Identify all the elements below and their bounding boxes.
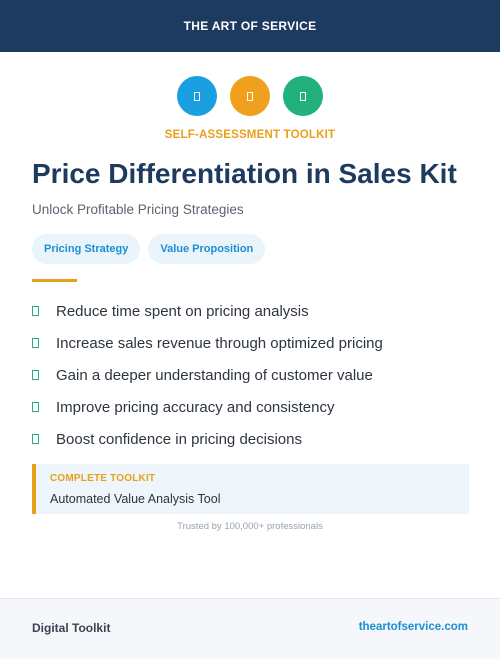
tag-value-proposition: Value Proposition — [148, 234, 266, 264]
document-glyph — [247, 91, 253, 101]
header-bar: THE ART OF SERVICE — [0, 0, 500, 52]
document-icon — [283, 76, 323, 116]
brand-title: THE ART OF SERVICE — [183, 19, 317, 33]
toolkit-label: COMPLETE TOOLKIT — [50, 473, 156, 484]
benefit-text: Boost confidence in pricing decisions — [56, 430, 302, 448]
check-icon — [32, 370, 39, 380]
benefit-text: Reduce time spent on pricing analysis — [56, 302, 309, 320]
check-icon — [32, 434, 39, 444]
toolkit-kicker: SELF-ASSESSMENT TOOLKIT — [164, 129, 336, 141]
footer-label: Digital Toolkit — [32, 621, 111, 635]
benefit-text: Increase sales revenue through optimized… — [56, 334, 383, 352]
trust-statement: Trusted by 100,000+ professionals — [177, 521, 323, 532]
page-subtitle: Unlock Profitable Pricing Strategies — [32, 202, 244, 217]
accent-divider — [32, 279, 77, 282]
benefit-item: Reduce time spent on pricing analysis — [32, 295, 472, 327]
benefit-item: Increase sales revenue through optimized… — [32, 327, 472, 359]
tag-list: Pricing Strategy Value Proposition — [32, 234, 266, 264]
page-title: Price Differentiation in Sales Kit — [32, 158, 457, 189]
icon-row — [0, 76, 500, 116]
footer-bar: Digital Toolkit theartofservice.com — [0, 598, 500, 659]
benefit-text: Improve pricing accuracy and consistency — [56, 398, 335, 416]
benefit-list: Reduce time spent on pricing analysis In… — [32, 295, 472, 455]
check-icon — [32, 306, 39, 316]
document-glyph — [194, 91, 200, 101]
benefit-item: Gain a deeper understanding of customer … — [32, 359, 472, 391]
toolkit-name: Automated Value Analysis Tool — [50, 492, 221, 506]
footer-website-link[interactable]: theartofservice.com — [358, 621, 468, 633]
benefit-item: Improve pricing accuracy and consistency — [32, 391, 472, 423]
document-glyph — [300, 91, 306, 101]
tag-pricing-strategy: Pricing Strategy — [32, 234, 141, 264]
complete-toolkit-callout: COMPLETE TOOLKIT Automated Value Analysi… — [32, 464, 469, 514]
benefit-item: Boost confidence in pricing decisions — [32, 423, 472, 455]
check-icon — [32, 338, 39, 348]
check-icon — [32, 402, 39, 412]
document-icon — [230, 76, 270, 116]
benefit-text: Gain a deeper understanding of customer … — [56, 366, 373, 384]
document-icon — [177, 76, 217, 116]
